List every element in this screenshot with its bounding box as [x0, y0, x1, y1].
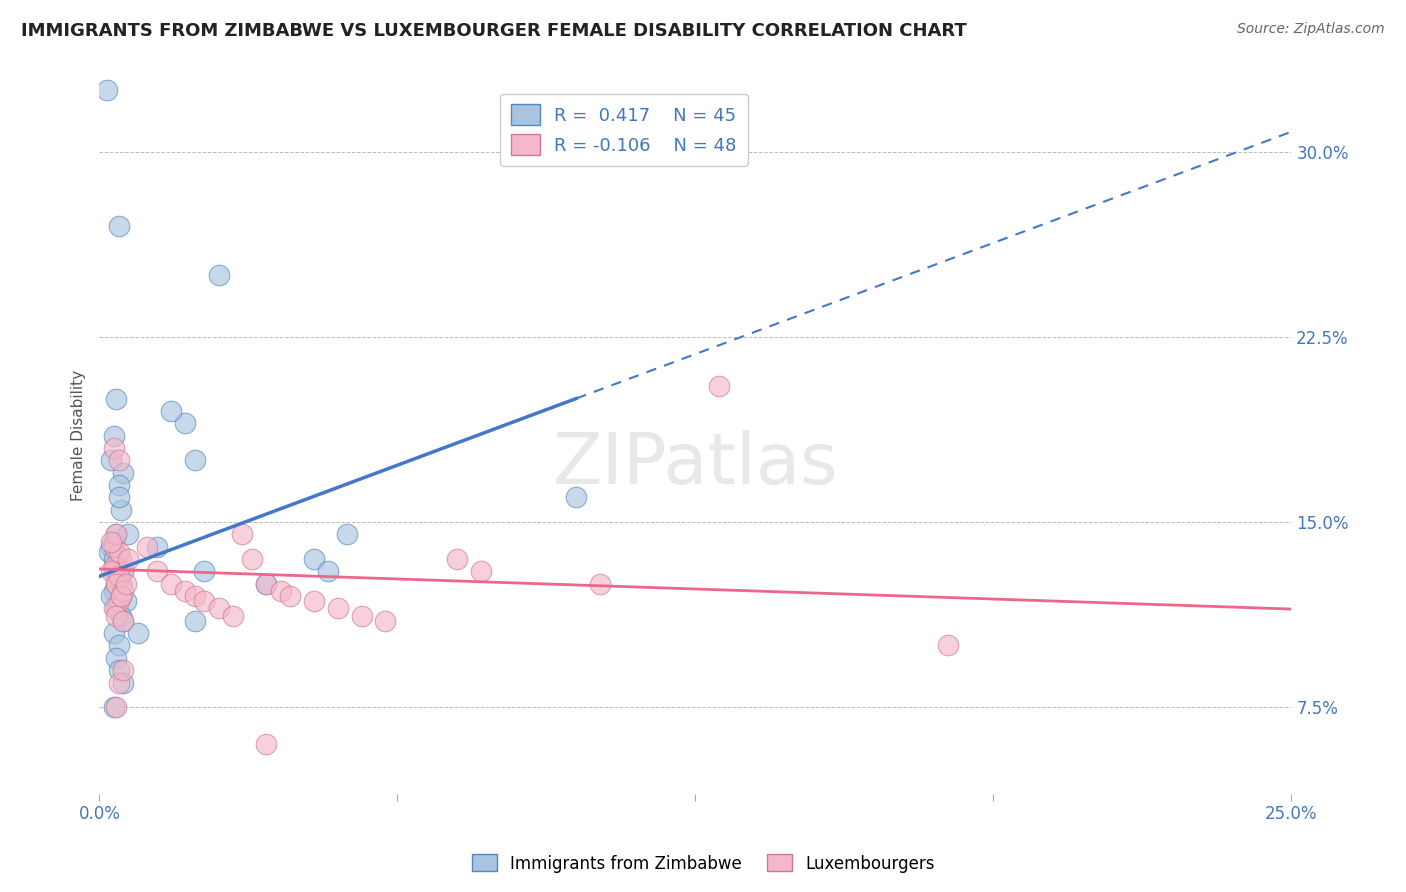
Point — [160, 576, 183, 591]
Point — [302, 594, 325, 608]
Point — [105, 527, 128, 541]
Point — [112, 675, 135, 690]
Point — [326, 601, 349, 615]
Point — [193, 565, 215, 579]
Point — [103, 700, 125, 714]
Point — [100, 534, 122, 549]
Point — [105, 650, 128, 665]
Point — [207, 601, 229, 615]
Point — [100, 565, 122, 579]
Point — [254, 576, 277, 591]
Point — [302, 552, 325, 566]
Point — [709, 379, 731, 393]
Point — [103, 559, 125, 574]
Point — [114, 594, 136, 608]
Point — [110, 589, 132, 603]
Point — [103, 441, 125, 455]
Point — [374, 614, 396, 628]
Point — [336, 527, 359, 541]
Point — [103, 565, 125, 579]
Point — [103, 626, 125, 640]
Y-axis label: Female Disability: Female Disability — [72, 370, 86, 501]
Point — [107, 594, 129, 608]
Point — [117, 552, 139, 566]
Point — [107, 675, 129, 690]
Point — [112, 466, 135, 480]
Point — [103, 428, 125, 442]
Point — [98, 544, 121, 558]
Point — [254, 737, 277, 751]
Legend: Immigrants from Zimbabwe, Luxembourgers: Immigrants from Zimbabwe, Luxembourgers — [465, 847, 941, 880]
Point — [100, 453, 122, 467]
Point — [145, 540, 167, 554]
Point — [110, 589, 132, 603]
Point — [107, 478, 129, 492]
Point — [254, 576, 277, 591]
Point — [103, 552, 125, 566]
Point — [114, 576, 136, 591]
Point — [107, 569, 129, 583]
Point — [127, 626, 149, 640]
Point — [446, 552, 468, 566]
Point — [105, 608, 128, 623]
Point — [96, 83, 118, 97]
Point — [270, 584, 292, 599]
Point — [136, 540, 159, 554]
Point — [145, 565, 167, 579]
Point — [112, 584, 135, 599]
Text: Source: ZipAtlas.com: Source: ZipAtlas.com — [1237, 22, 1385, 37]
Point — [589, 576, 612, 591]
Text: ZIPatlas: ZIPatlas — [553, 430, 838, 499]
Legend: R =  0.417    N = 45, R = -0.106    N = 48: R = 0.417 N = 45, R = -0.106 N = 48 — [501, 94, 748, 166]
Point — [107, 544, 129, 558]
Point — [100, 540, 122, 554]
Point — [103, 534, 125, 549]
Point — [470, 565, 492, 579]
Point — [160, 404, 183, 418]
Point — [222, 608, 245, 623]
Point — [100, 589, 122, 603]
Point — [103, 584, 125, 599]
Point — [105, 559, 128, 574]
Point — [105, 601, 128, 615]
Point — [103, 540, 125, 554]
Point — [184, 614, 207, 628]
Point — [107, 491, 129, 505]
Point — [316, 565, 339, 579]
Point — [105, 392, 128, 406]
Point — [110, 608, 132, 623]
Point — [565, 491, 588, 505]
Point — [174, 584, 197, 599]
Point — [105, 700, 128, 714]
Point — [112, 614, 135, 628]
Point — [110, 576, 132, 591]
Point — [107, 453, 129, 467]
Point — [105, 576, 128, 591]
Point — [112, 565, 135, 579]
Point — [231, 527, 253, 541]
Point — [105, 576, 128, 591]
Point — [103, 601, 125, 615]
Point — [110, 502, 132, 516]
Point — [107, 639, 129, 653]
Point — [350, 608, 373, 623]
Point — [112, 614, 135, 628]
Point — [278, 589, 301, 603]
Point — [107, 219, 129, 233]
Point — [193, 594, 215, 608]
Text: IMMIGRANTS FROM ZIMBABWE VS LUXEMBOURGER FEMALE DISABILITY CORRELATION CHART: IMMIGRANTS FROM ZIMBABWE VS LUXEMBOURGER… — [21, 22, 967, 40]
Point — [105, 527, 128, 541]
Point — [110, 552, 132, 566]
Point — [936, 639, 959, 653]
Point — [107, 569, 129, 583]
Point — [112, 663, 135, 677]
Point — [207, 268, 229, 282]
Point — [240, 552, 263, 566]
Point — [112, 565, 135, 579]
Point — [174, 416, 197, 430]
Point — [184, 453, 207, 467]
Point — [184, 589, 207, 603]
Point — [117, 527, 139, 541]
Point — [107, 663, 129, 677]
